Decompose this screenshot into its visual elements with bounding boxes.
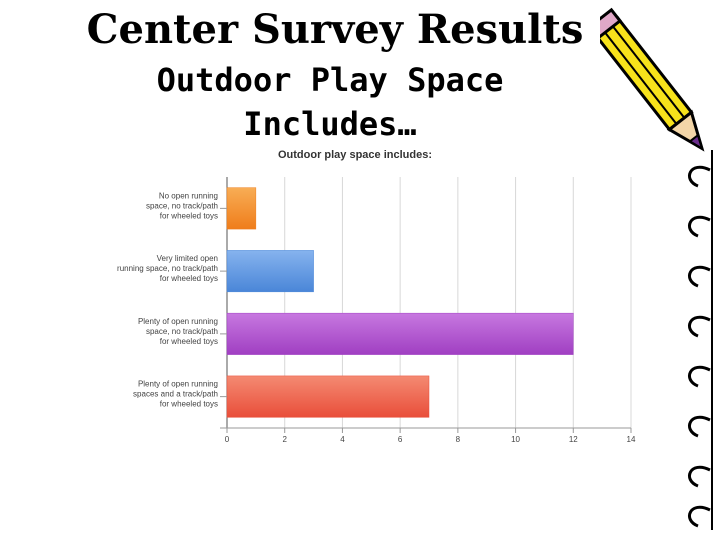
chart-title: Outdoor play space includes: [278, 149, 432, 161]
x-tick-label: 0 [225, 435, 230, 444]
y-tick-label: Very limited open running space, no track… [117, 254, 218, 283]
y-tick-label: Plenty of open running space, no track/pa… [138, 317, 218, 346]
slide-subtitle-line1: Outdoor Play Space [156, 61, 504, 99]
x-tick-label: 6 [398, 435, 403, 444]
slide-title: Center Survey Results [86, 6, 584, 53]
bar [226, 312, 574, 355]
x-tick-label: 4 [340, 435, 345, 444]
bar-chart: Outdoor play space includes: 0 2 4 6 8 10 12 14… [117, 149, 636, 444]
slide-subtitle-line2: Includes… [243, 105, 417, 143]
bar [226, 375, 430, 418]
x-tick-label: 2 [282, 435, 287, 444]
y-tick-label: Plenty of open running spaces and a track… [133, 380, 218, 409]
x-tick-label: 12 [569, 435, 578, 444]
bar [226, 250, 314, 293]
y-tick-label: No open running space, no track/path for w… [146, 191, 218, 220]
x-tick-label: 10 [511, 435, 520, 444]
x-tick-label: 14 [627, 435, 636, 444]
bar [226, 187, 257, 230]
pencil-icon [600, 7, 705, 152]
spiral-notebook-icon [688, 150, 713, 530]
x-tick-label: 8 [456, 435, 461, 444]
